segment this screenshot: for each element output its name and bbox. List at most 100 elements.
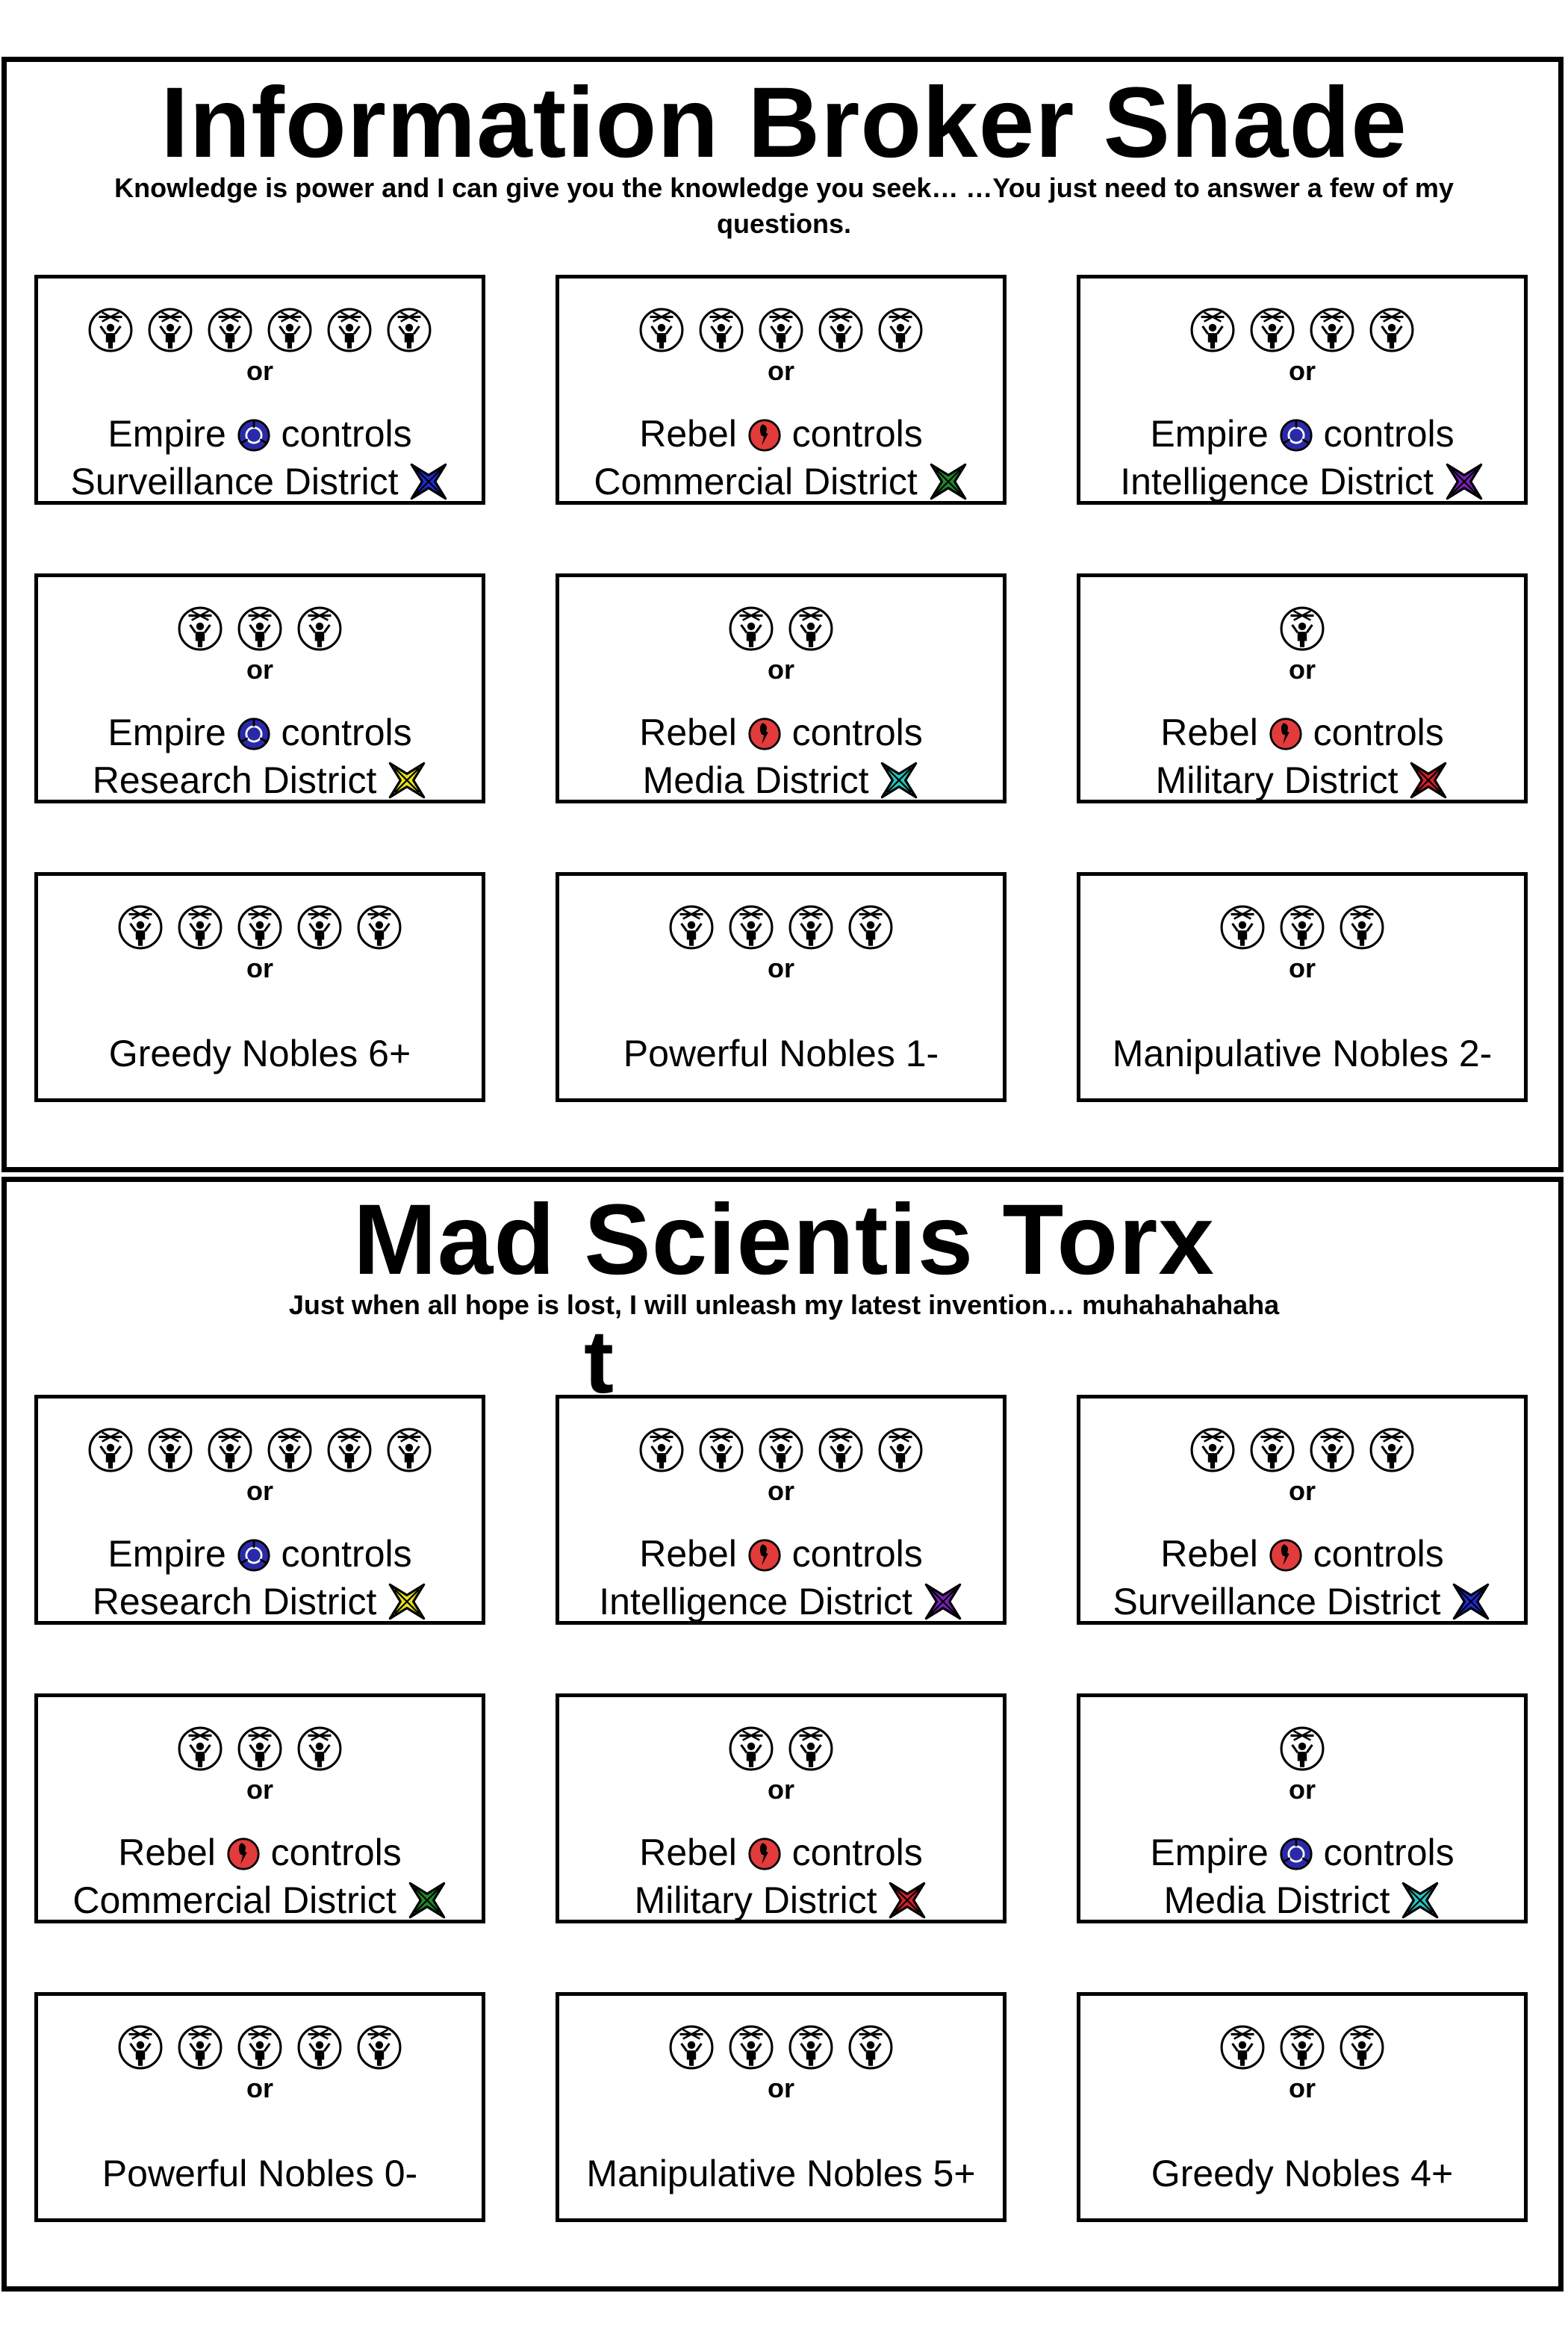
puppet-token-icon	[297, 2025, 342, 2070]
token-row	[38, 904, 482, 953]
section-subtitle: Just when all hope is lost, I will unlea…	[288, 1289, 1280, 1320]
puppet-token-icon	[878, 308, 923, 352]
condition-card: or Rebel controls Commercial District	[34, 1693, 485, 1923]
puppet-token-icon	[88, 308, 133, 352]
district-name: Research District	[92, 759, 388, 801]
rebel-faction-icon	[1269, 718, 1302, 750]
controls-label: controls	[270, 712, 412, 753]
section-title: Mad Scientis Torx	[353, 1184, 1215, 1295]
empire-faction-icon	[1280, 1838, 1313, 1870]
puppet-token-icon	[1340, 905, 1384, 950]
or-label: or	[768, 654, 794, 685]
condition-card: or Empire controls Surveillance District	[34, 275, 485, 505]
condition-text: Powerful Nobles 0-	[44, 2150, 476, 2197]
puppet-token-icon	[1250, 1428, 1295, 1472]
or-label: or	[246, 355, 273, 386]
stray-letter: t	[584, 1312, 614, 1412]
condition-card: or Powerful Nobles 1-	[556, 872, 1007, 1102]
puppet-token-icon	[267, 1428, 312, 1472]
token-row	[1080, 606, 1524, 655]
puppet-token-icon	[297, 905, 342, 950]
puppet-token-icon	[788, 905, 833, 950]
noble-condition: Manipulative Nobles 5+	[586, 2153, 976, 2194]
condition-text: Greedy Nobles 4+	[1086, 2150, 1518, 2197]
puppet-token-icon	[1369, 308, 1414, 352]
faction-name: Empire	[108, 413, 237, 455]
empire-faction-icon	[237, 718, 270, 750]
faction-name: Empire	[1150, 413, 1279, 455]
puppet-token-icon	[1280, 1726, 1325, 1771]
district-star-icon	[1446, 463, 1483, 500]
section-frame-shade	[1, 57, 1564, 1172]
district-star-icon	[411, 463, 447, 500]
token-row	[38, 1726, 482, 1775]
district-star-icon	[388, 762, 426, 799]
controls-label: controls	[270, 1533, 412, 1575]
empire-faction-icon	[237, 419, 270, 452]
token-row	[559, 606, 1003, 655]
puppet-token-icon	[327, 308, 372, 352]
section-title: Information Broker Shade	[161, 67, 1407, 178]
puppet-token-icon	[759, 1428, 803, 1472]
puppet-token-icon	[208, 308, 252, 352]
puppet-token-icon	[237, 2025, 282, 2070]
empire-faction-icon	[237, 1539, 270, 1572]
rebel-faction-icon	[748, 419, 781, 452]
puppet-token-icon	[699, 308, 744, 352]
puppet-token-icon	[118, 905, 163, 950]
district-star-icon	[408, 1882, 445, 1919]
puppet-token-icon	[387, 308, 432, 352]
puppet-token-icon	[118, 2025, 163, 2070]
district-name: Military District	[1155, 759, 1409, 801]
puppet-token-icon	[729, 905, 774, 950]
condition-card: or Rebel controls Media District	[556, 573, 1007, 803]
or-label: or	[1289, 2073, 1316, 2103]
puppet-token-icon	[639, 308, 684, 352]
condition-text: Manipulative Nobles 5+	[565, 2150, 997, 2197]
condition-card: or Empire controls Media District	[1077, 1693, 1528, 1923]
puppet-token-icon	[1190, 1428, 1235, 1472]
or-label: or	[1289, 355, 1316, 386]
or-label: or	[246, 953, 273, 983]
condition-text: Rebel controls Military District	[1086, 709, 1518, 804]
condition-text: Empire controls Research District	[44, 709, 476, 804]
puppet-token-icon	[818, 308, 863, 352]
faction-name: Rebel	[639, 712, 747, 753]
puppet-token-icon	[788, 2025, 833, 2070]
noble-condition: Manipulative Nobles 2-	[1112, 1033, 1493, 1074]
faction-name: Rebel	[639, 1533, 747, 1575]
puppet-token-icon	[818, 1428, 863, 1472]
condition-card: or Empire controls Research District	[34, 573, 485, 803]
controls-label: controls	[781, 1832, 923, 1873]
faction-name: Empire	[1150, 1832, 1279, 1873]
puppet-token-icon	[669, 2025, 714, 2070]
district-name: Military District	[634, 1879, 888, 1921]
condition-card: or Greedy Nobles 6+	[34, 872, 485, 1102]
puppet-token-icon	[639, 1428, 684, 1472]
puppet-token-icon	[237, 606, 282, 651]
puppet-token-icon	[1250, 308, 1295, 352]
condition-card: or Rebel controls Military District	[1077, 573, 1528, 803]
condition-text: Empire controls Surveillance District	[44, 410, 476, 505]
controls-label: controls	[1302, 1533, 1444, 1575]
puppet-token-icon	[88, 1428, 133, 1472]
condition-card: or Powerful Nobles 0-	[34, 1992, 485, 2222]
puppet-token-icon	[729, 606, 774, 651]
puppet-token-icon	[357, 905, 402, 950]
condition-card: or Empire controls Intelligence District	[1077, 275, 1528, 505]
condition-text: Empire controls Intelligence District	[1086, 410, 1518, 505]
or-label: or	[246, 1475, 273, 1506]
controls-label: controls	[781, 413, 923, 455]
puppet-token-icon	[178, 1726, 223, 1771]
district-name: Research District	[92, 1581, 388, 1623]
puppet-token-icon	[759, 308, 803, 352]
puppet-token-icon	[788, 606, 833, 651]
district-star-icon	[889, 1882, 926, 1919]
puppet-token-icon	[1220, 2025, 1265, 2070]
condition-card: or Rebel controls Commercial District	[556, 275, 1007, 505]
puppet-token-icon	[848, 2025, 893, 2070]
condition-text: Rebel controls Media District	[565, 709, 997, 804]
faction-name: Rebel	[1160, 712, 1269, 753]
puppet-token-icon	[178, 905, 223, 950]
district-name: Surveillance District	[70, 461, 409, 503]
